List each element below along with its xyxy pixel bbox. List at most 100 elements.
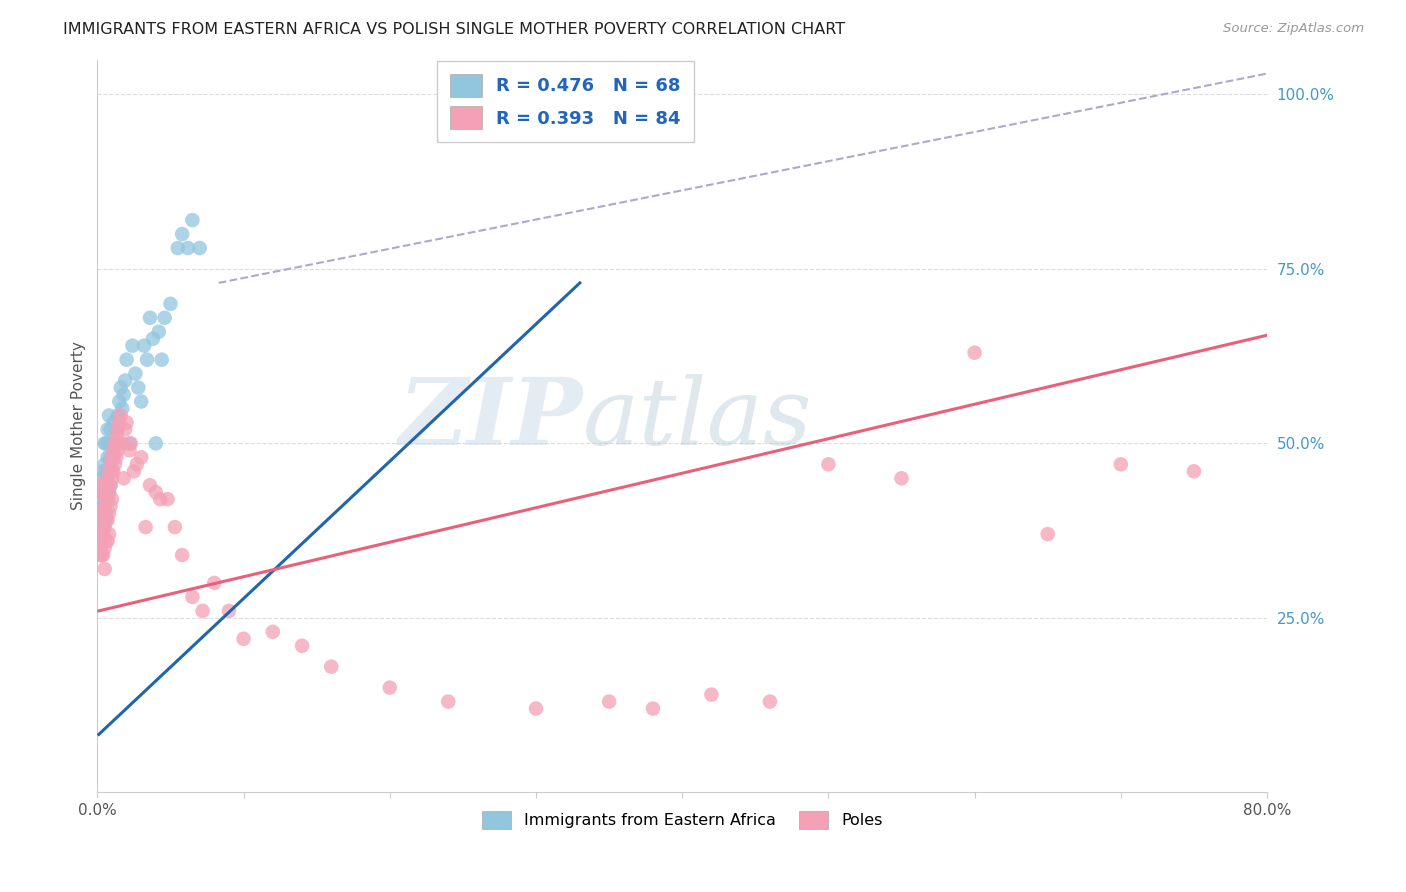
Point bbox=[87, 534, 110, 549]
Point bbox=[98, 409, 121, 423]
Point bbox=[105, 450, 128, 465]
Point bbox=[101, 471, 124, 485]
Point bbox=[93, 513, 115, 527]
Point bbox=[97, 450, 120, 465]
Point bbox=[148, 325, 170, 339]
Point bbox=[437, 695, 460, 709]
Point bbox=[87, 485, 110, 500]
Point bbox=[89, 513, 111, 527]
Point bbox=[87, 520, 110, 534]
Point bbox=[188, 241, 211, 255]
Point bbox=[89, 520, 111, 534]
Point bbox=[90, 485, 112, 500]
Point bbox=[108, 416, 131, 430]
Point bbox=[97, 513, 120, 527]
Point bbox=[111, 436, 134, 450]
Point bbox=[97, 534, 120, 549]
Point bbox=[129, 394, 152, 409]
Point bbox=[93, 499, 115, 513]
Point bbox=[93, 541, 115, 555]
Point bbox=[145, 485, 167, 500]
Point bbox=[125, 458, 148, 472]
Point bbox=[118, 443, 141, 458]
Point bbox=[101, 450, 124, 465]
Point bbox=[90, 513, 112, 527]
Point bbox=[97, 492, 120, 507]
Text: atlas: atlas bbox=[582, 374, 813, 464]
Point bbox=[142, 332, 165, 346]
Point bbox=[135, 520, 157, 534]
Point bbox=[87, 506, 110, 520]
Point bbox=[1109, 458, 1132, 472]
Point bbox=[94, 436, 117, 450]
Point bbox=[103, 416, 125, 430]
Point bbox=[122, 464, 145, 478]
Point bbox=[218, 604, 240, 618]
Point bbox=[94, 478, 117, 492]
Point bbox=[153, 310, 176, 325]
Point bbox=[181, 590, 204, 604]
Point bbox=[202, 576, 225, 591]
Point bbox=[98, 506, 121, 520]
Point bbox=[112, 471, 135, 485]
Point bbox=[93, 478, 115, 492]
Point bbox=[98, 436, 121, 450]
Point bbox=[94, 513, 117, 527]
Point bbox=[963, 345, 986, 359]
Point bbox=[89, 499, 111, 513]
Point bbox=[93, 436, 115, 450]
Point bbox=[134, 339, 156, 353]
Point bbox=[110, 380, 132, 394]
Point bbox=[93, 478, 115, 492]
Point bbox=[91, 520, 114, 534]
Point bbox=[100, 458, 122, 472]
Point bbox=[94, 485, 117, 500]
Point bbox=[524, 701, 547, 715]
Point bbox=[108, 436, 131, 450]
Point bbox=[89, 527, 111, 541]
Point bbox=[105, 422, 128, 436]
Point bbox=[120, 436, 142, 450]
Text: Source: ZipAtlas.com: Source: ZipAtlas.com bbox=[1223, 22, 1364, 36]
Point bbox=[114, 374, 136, 388]
Point bbox=[191, 604, 214, 618]
Point bbox=[321, 659, 343, 673]
Point bbox=[101, 436, 124, 450]
Point bbox=[817, 458, 839, 472]
Point bbox=[98, 527, 121, 541]
Point bbox=[121, 339, 143, 353]
Point bbox=[1182, 464, 1205, 478]
Point bbox=[91, 506, 114, 520]
Point bbox=[98, 464, 121, 478]
Point bbox=[759, 695, 782, 709]
Point bbox=[136, 352, 159, 367]
Point bbox=[104, 436, 127, 450]
Point bbox=[100, 478, 122, 492]
Point bbox=[105, 429, 128, 443]
Point bbox=[139, 478, 162, 492]
Point bbox=[90, 527, 112, 541]
Point bbox=[163, 520, 186, 534]
Point bbox=[100, 450, 122, 465]
Text: ZIP: ZIP bbox=[398, 374, 582, 464]
Point bbox=[93, 499, 115, 513]
Point bbox=[107, 409, 129, 423]
Point bbox=[156, 492, 179, 507]
Point bbox=[97, 471, 120, 485]
Point bbox=[166, 241, 188, 255]
Point bbox=[118, 436, 141, 450]
Point bbox=[103, 464, 125, 478]
Point bbox=[115, 352, 138, 367]
Point bbox=[94, 534, 117, 549]
Point bbox=[115, 416, 138, 430]
Point bbox=[91, 506, 114, 520]
Point bbox=[232, 632, 254, 646]
Point bbox=[104, 458, 127, 472]
Point bbox=[93, 562, 115, 576]
Point bbox=[98, 485, 121, 500]
Point bbox=[91, 485, 114, 500]
Point bbox=[1036, 527, 1059, 541]
Point bbox=[91, 485, 114, 500]
Point bbox=[129, 450, 152, 465]
Point bbox=[103, 450, 125, 465]
